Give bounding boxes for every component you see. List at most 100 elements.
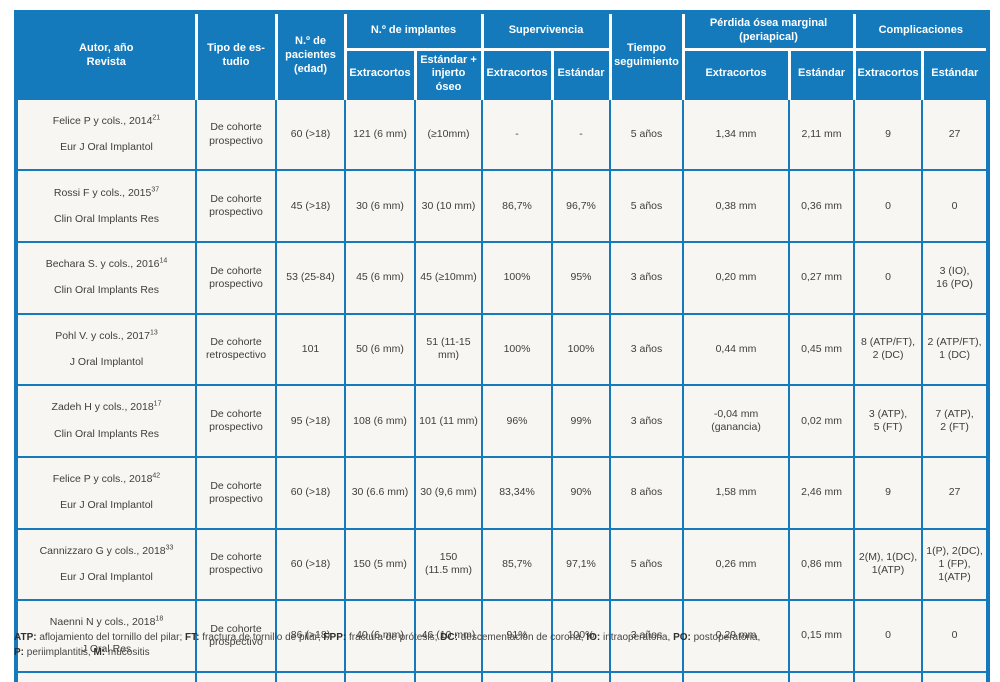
cell-complicaciones-estandar: 23 [921, 670, 990, 682]
subcol-perdida-extracortos: Extracortos [681, 47, 791, 100]
col-header-tipo-estudio: Tipo de es- tudio [194, 10, 278, 100]
footnote-abbr: IO: [586, 632, 601, 643]
cell-implantes-extracortos: 121 (6 mm) [344, 97, 416, 172]
subcol-supervivencia-extracortos: Extracortos [480, 47, 554, 100]
author-name: Pohl V. y cols., 2017 [55, 329, 150, 342]
cell-implantes-extracortos: 40 (6 mm) [344, 599, 416, 673]
subcol-perdida-estandar: Estándar [787, 47, 856, 100]
cell-author: Pohl V. y cols., 201713 J Oral Implantol [15, 312, 197, 387]
cell-implantes-estandar: 150 (11.5 mm) [413, 527, 484, 602]
col-header-tiempo: Tiempo seguimiento [608, 10, 685, 100]
cell-perdida-estandar: 0,27 mm [788, 241, 856, 315]
cell-tipo-estudio: De cohorte prospectivo [195, 527, 277, 602]
journal-name: J Oral Implantol [69, 356, 144, 368]
cell-supervivencia-estandar: - [551, 97, 612, 172]
subcol-implantes-estandar-injerto: Estándar + injerto óseo [413, 47, 484, 100]
journal-name: Eur J Oral Implantol [60, 570, 153, 583]
author-line: Cannizzaro G y cols., 201833 [21, 544, 192, 558]
table-body: Felice P y cols., 201421 Eur J Oral Impl… [15, 97, 990, 682]
cell-perdida-estandar: 2,11 mm [788, 97, 856, 172]
cell-supervivencia-estandar: 100% [551, 312, 612, 387]
reference-superscript: 21 [152, 114, 161, 122]
cell-pacientes: 60 (>18) [275, 527, 346, 602]
col-header-implantes: N.º de implantes [343, 10, 484, 50]
footnote-abbr: ATP: [14, 632, 37, 643]
table-row: Zadeh H y cols., 201817 Clin Oral Implan… [15, 384, 990, 458]
cell-implantes-estandar: 30 (10 mm) [413, 169, 484, 243]
cell-supervivencia-estandar: 96,7% [551, 169, 612, 243]
table-row: Cannizzaro G y cols., 201833 Eur J Oral … [15, 527, 990, 602]
author-line: Bechara S. y cols., 201614 [21, 258, 192, 271]
cell-perdida-extracortos: -0,04 mm (ganancia) [682, 384, 791, 458]
table-row: Felice P y cols., 201421 Eur J Oral Impl… [15, 97, 990, 172]
cell-supervivencia-estandar: 99% [551, 384, 612, 458]
cell-complicaciones-extracortos: 10 [853, 670, 924, 682]
cell-pacientes: 60 (>18) [275, 97, 346, 172]
table-header: Autor, año Revista Tipo de es- tudio N.º… [14, 10, 990, 100]
cell-perdida-extracortos: 0,20 mm [682, 241, 791, 315]
footnote-abbr: FT: [185, 632, 200, 643]
cell-pacientes: 95 (>18) [275, 384, 346, 458]
cell-implantes-estandar: (≥10mm) [413, 97, 484, 172]
cell-supervivencia-estandar: 95% [551, 241, 612, 315]
cell-author: Gastaldi G y cols., 201843 Eur J Oral Im… [15, 670, 197, 682]
cell-tiempo-seguimiento: 3 años [609, 241, 685, 315]
cell-tipo-estudio: De cohorte prospectivo [195, 670, 277, 682]
author-line: Naenni N y cols., 201818 [21, 616, 192, 629]
cell-implantes-estandar: 101 (11 mm) [413, 384, 484, 458]
col-header-perdida-osea: Pérdida ósea marginal (periapical) [681, 10, 856, 50]
cell-tiempo-seguimiento: 3 años [609, 670, 685, 682]
cell-complicaciones-estandar: 0 [921, 169, 990, 243]
cell-tiempo-seguimiento: 5 años [609, 169, 685, 243]
cell-author: Felice P y cols., 201421 Eur J Oral Impl… [15, 97, 197, 172]
results-table: Autor, año Revista Tipo de es- tudio N.º… [14, 10, 991, 682]
footnote-abbr: DC: [440, 632, 458, 643]
col-header-supervivencia: Supervivencia [480, 10, 612, 50]
cell-perdida-estandar: 0,86 mm [788, 527, 856, 602]
cell-supervivencia-extracortos: 86,7% [481, 169, 554, 243]
cell-complicaciones-estandar: 7 (ATP), 2 (FT) [921, 384, 990, 458]
cell-complicaciones-estandar: 2 (ATP/FT), 1 (DC) [921, 312, 990, 387]
author-name: Bechara S. y cols., 2016 [45, 258, 160, 271]
cell-implantes-estandar: 68 (≥10 mm) [413, 670, 484, 682]
cell-tipo-estudio: De cohorte prospectivo [195, 97, 277, 172]
cell-supervivencia-estandar: 100% [551, 599, 612, 673]
cell-perdida-estandar: 0,15 mm [788, 599, 856, 673]
cell-perdida-extracortos: 0,29 mm [682, 599, 791, 673]
author-line: Felice P y cols., 201842 [21, 473, 192, 486]
author-name: Felice P y cols., 2018 [52, 473, 153, 485]
cell-supervivencia-extracortos: 83,34% [481, 455, 554, 530]
subcol-complicaciones-estandar: Estándar [920, 47, 990, 100]
cell-perdida-extracortos: 1,34 mm [682, 97, 791, 172]
cell-supervivencia-extracortos: 97,06% [481, 670, 554, 682]
cell-complicaciones-estandar: 0 [921, 599, 990, 673]
cell-perdida-estandar: 1 mm [788, 670, 856, 682]
cell-tipo-estudio: De cohorte retrospectivo [195, 312, 277, 387]
cell-tipo-estudio: De cohorte prospectivo [195, 455, 277, 530]
col-header-complicaciones: Complicaciones [852, 10, 990, 50]
cell-tipo-estudio: De cohorte prospectivo [195, 169, 277, 243]
cell-perdida-estandar: 0,36 mm [788, 169, 856, 243]
col-header-pacientes: N.º de pacientes (edad) [274, 10, 347, 100]
author-line: Felice P y cols., 201421 [21, 114, 192, 128]
cell-supervivencia-extracortos: 100% [481, 312, 554, 387]
reference-superscript: 42 [152, 472, 161, 480]
cell-implantes-extracortos: 30 (6 mm) [344, 169, 416, 243]
cell-author: Bechara S. y cols., 201614 Clin Oral Imp… [15, 241, 197, 315]
cell-complicaciones-extracortos: 0 [853, 241, 924, 315]
journal-name: Eur J Oral Implantol [60, 499, 153, 512]
table-row: Bechara S. y cols., 201614 Clin Oral Imp… [15, 241, 990, 315]
cell-perdida-estandar: 0,02 mm [788, 384, 856, 458]
reference-superscript: 18 [155, 615, 164, 623]
journal-name: J Oral Res [81, 642, 132, 655]
header-sub-row: Extracortos Estándar + injerto óseo Extr… [16, 47, 990, 100]
cell-author: Felice P y cols., 201842 Eur J Oral Impl… [15, 455, 197, 530]
cell-supervivencia-estandar: 97,1% [551, 527, 612, 602]
cell-complicaciones-estandar: 27 [921, 455, 990, 530]
cell-implantes-extracortos: 45 (6 mm) [344, 241, 416, 315]
subcol-implantes-extracortos: Extracortos [343, 47, 417, 100]
cell-perdida-extracortos: 1,58 mm [682, 455, 791, 530]
cell-tiempo-seguimiento: 5 años [609, 527, 685, 602]
reference-superscript: 37 [151, 186, 160, 193]
author-line: Rossi F y cols., 201537 [21, 186, 192, 200]
